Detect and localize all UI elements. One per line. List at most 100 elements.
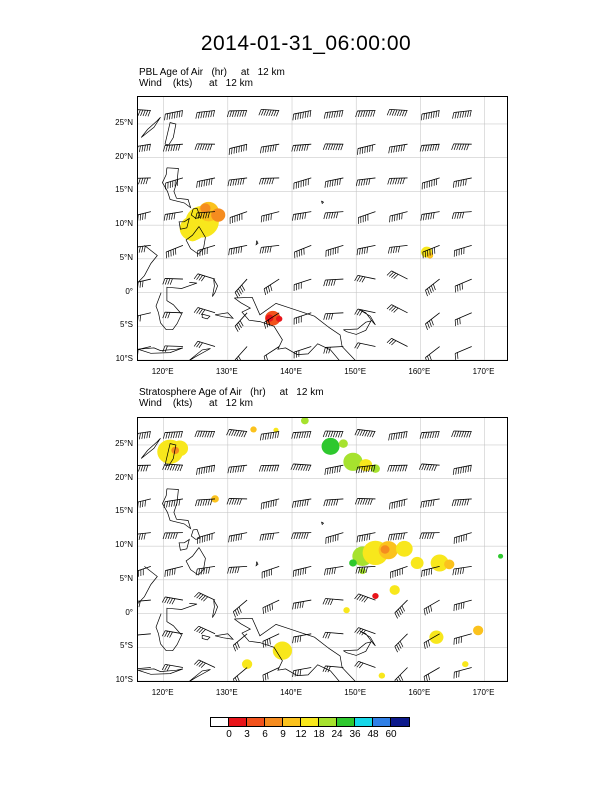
wind-barb <box>162 431 183 439</box>
colorbar-swatch <box>355 718 373 726</box>
coastline <box>343 641 372 656</box>
wind-barb <box>453 532 472 544</box>
coastline <box>190 207 201 219</box>
colorbar-tick-label: 36 <box>349 729 361 740</box>
wind-barb <box>454 278 472 293</box>
colorbar-swatch <box>319 718 337 726</box>
colorbar-tick-label: 6 <box>262 729 268 740</box>
wind-barb <box>418 463 440 471</box>
wind-barb <box>138 667 151 670</box>
wind-barb <box>234 346 248 360</box>
age-of-air-field <box>498 553 504 559</box>
wind-barb <box>354 429 376 438</box>
age-of-air-field <box>378 672 386 679</box>
wind-barb <box>323 211 344 220</box>
wind-barb <box>423 599 440 616</box>
colorbar-tick-label: 3 <box>244 729 250 740</box>
age-of-air-field <box>462 661 469 668</box>
age-of-air-field <box>301 418 309 425</box>
lon-tick-label: 130°E <box>215 367 238 376</box>
wind-barb <box>325 244 344 257</box>
wind-barb <box>138 177 151 185</box>
wind-barb <box>161 596 183 605</box>
wind-barb <box>354 627 376 636</box>
wind-barb <box>294 244 312 259</box>
wind-barb <box>454 346 472 360</box>
wind-barb <box>388 431 408 441</box>
colorbar-tick-label: 9 <box>280 729 286 740</box>
lon-tick-label: 120°E <box>151 688 174 697</box>
wind-barb <box>165 177 184 190</box>
wind-barb <box>453 599 472 612</box>
lat-tick-label: 15°N <box>115 506 133 516</box>
wind-barb <box>387 464 408 472</box>
wind-barb <box>163 498 183 508</box>
wind-barb <box>451 430 472 438</box>
coastline <box>201 634 211 641</box>
wind-barb <box>138 109 151 117</box>
lat-tick-label: 15°N <box>115 185 133 195</box>
wind-barb <box>164 110 184 121</box>
lon-tick-label: 130°E <box>215 688 238 697</box>
wind-barb <box>420 110 440 121</box>
wind-barb <box>161 663 183 671</box>
colorbar-tick-label: 60 <box>385 729 397 740</box>
wind-barb <box>324 565 344 576</box>
wind-barb <box>394 667 408 681</box>
age-of-air-field <box>273 427 279 433</box>
age-of-air-field <box>472 625 484 636</box>
wind-barb <box>138 431 151 440</box>
coastline <box>255 240 259 246</box>
lat-tick-label: 10°N <box>115 219 133 229</box>
wind-barb <box>292 110 312 121</box>
wind-barb <box>323 278 344 287</box>
stratosphere-age-map <box>137 417 508 682</box>
age-of-air-field <box>372 592 379 600</box>
coastline <box>140 437 161 459</box>
wind-barb <box>194 659 216 668</box>
lon-tick-label: 140°E <box>280 367 302 376</box>
wind-barb <box>138 633 151 636</box>
wind-barb <box>355 110 376 118</box>
age-of-air-field <box>359 568 366 575</box>
wind-barb <box>451 498 472 507</box>
coastline <box>212 278 218 297</box>
panel1-label-line1: PBL Age of Air (hr) at 12 km <box>139 67 285 78</box>
wind-barb <box>138 464 151 472</box>
lon-tick-label: 160°E <box>408 688 431 697</box>
lon-tick-label: 120°E <box>151 367 174 376</box>
coastline <box>214 312 234 319</box>
wind-barb <box>322 430 344 438</box>
wind-barb <box>293 177 312 190</box>
wind-barb <box>261 565 280 579</box>
wind-barb <box>162 532 183 540</box>
coastline <box>185 547 206 576</box>
age-of-air-field <box>359 459 373 472</box>
wind-barb <box>258 464 280 472</box>
wind-barb <box>356 532 376 543</box>
wind-barb <box>138 565 151 577</box>
wind-barb <box>293 278 312 291</box>
lon-tick-label: 170°E <box>472 688 495 697</box>
age-of-air-field <box>389 585 400 595</box>
lat-tick-label: 0° <box>125 607 133 617</box>
wind-barb <box>323 498 344 507</box>
coastline <box>178 538 190 551</box>
coastline <box>212 599 218 618</box>
wind-barb <box>290 463 312 472</box>
wind-barb <box>138 211 151 222</box>
panel2-label: Stratosphere Age of Air (hr) at 12 km Wi… <box>139 387 324 409</box>
wind-barb <box>197 532 216 544</box>
wind-barb <box>260 211 280 223</box>
wind-barb <box>322 143 344 151</box>
wind-barb <box>452 177 472 188</box>
wind-barb <box>454 312 472 327</box>
wind-barb <box>421 177 440 190</box>
coastline <box>138 347 184 354</box>
pbl-age-map <box>137 96 508 361</box>
wind-barb <box>322 598 344 606</box>
wind-barb <box>262 599 280 615</box>
age-of-air-field <box>343 607 350 614</box>
wind-barb <box>196 177 216 188</box>
wind-barb <box>355 565 376 574</box>
